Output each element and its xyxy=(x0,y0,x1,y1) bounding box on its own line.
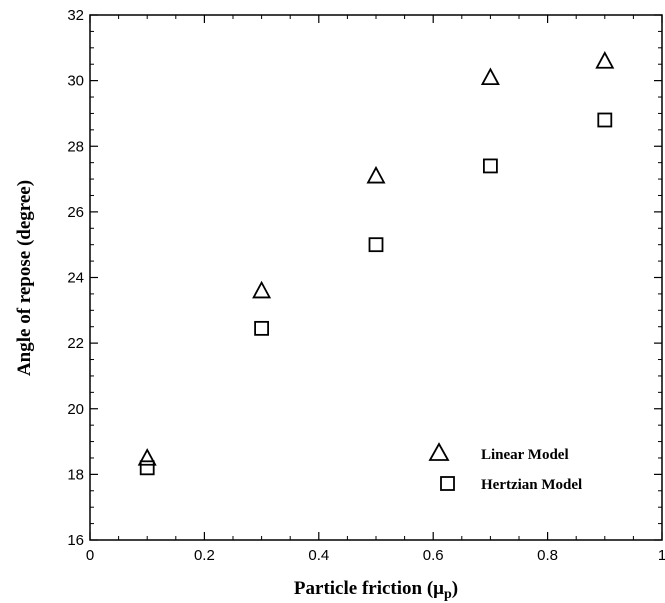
x-tick-label: 0.2 xyxy=(194,547,215,564)
legend-square-icon xyxy=(440,476,455,491)
y-axis-title: Angle of repose (degree) xyxy=(14,180,35,376)
y-tick-label: 18 xyxy=(67,466,84,483)
x-tick-label: 1 xyxy=(658,547,665,564)
linear-model-point xyxy=(252,280,272,299)
y-tick-label: 22 xyxy=(67,335,84,352)
y-tick-label: 30 xyxy=(67,73,84,90)
legend-triangle-icon xyxy=(428,442,450,461)
x-tick-label: 0 xyxy=(86,547,94,564)
hertzian-model-point xyxy=(482,158,498,174)
hertzian-model-point xyxy=(139,460,155,476)
linear-model-point xyxy=(137,448,157,466)
y-tick-label: 24 xyxy=(67,270,84,287)
data-markers xyxy=(137,51,615,476)
y-tick-label: 28 xyxy=(67,138,84,155)
axis-tick-labels: 0 0.2 0.4 0.6 0.8 1 16 18 20 22 24 26 28 30 32 xyxy=(67,7,665,564)
linear-model-point xyxy=(595,51,615,69)
x-tick-label: 0.8 xyxy=(537,547,558,564)
linear-model-point xyxy=(480,67,500,86)
hertzian-model-point xyxy=(254,320,270,336)
plot-frame xyxy=(89,14,663,541)
legend: Linear Model Hertzian Model xyxy=(428,442,582,493)
legend-label-hertzian: Hertzian Model xyxy=(481,477,582,493)
y-tick-label: 26 xyxy=(67,204,84,221)
hertzian-model-point xyxy=(597,112,613,128)
hertzian-model-point xyxy=(368,237,384,253)
y-tick-label: 32 xyxy=(67,7,84,24)
x-tick-label: 0.6 xyxy=(423,547,444,564)
linear-model-point xyxy=(366,165,386,184)
legend-label-linear: Linear Model xyxy=(481,447,569,463)
axis-ticks xyxy=(89,14,663,541)
x-tick-label: 0.4 xyxy=(308,547,329,564)
x-axis-title: Particle friction (μp) xyxy=(294,578,458,602)
y-tick-label: 20 xyxy=(67,401,84,418)
y-tick-label: 16 xyxy=(67,532,84,549)
